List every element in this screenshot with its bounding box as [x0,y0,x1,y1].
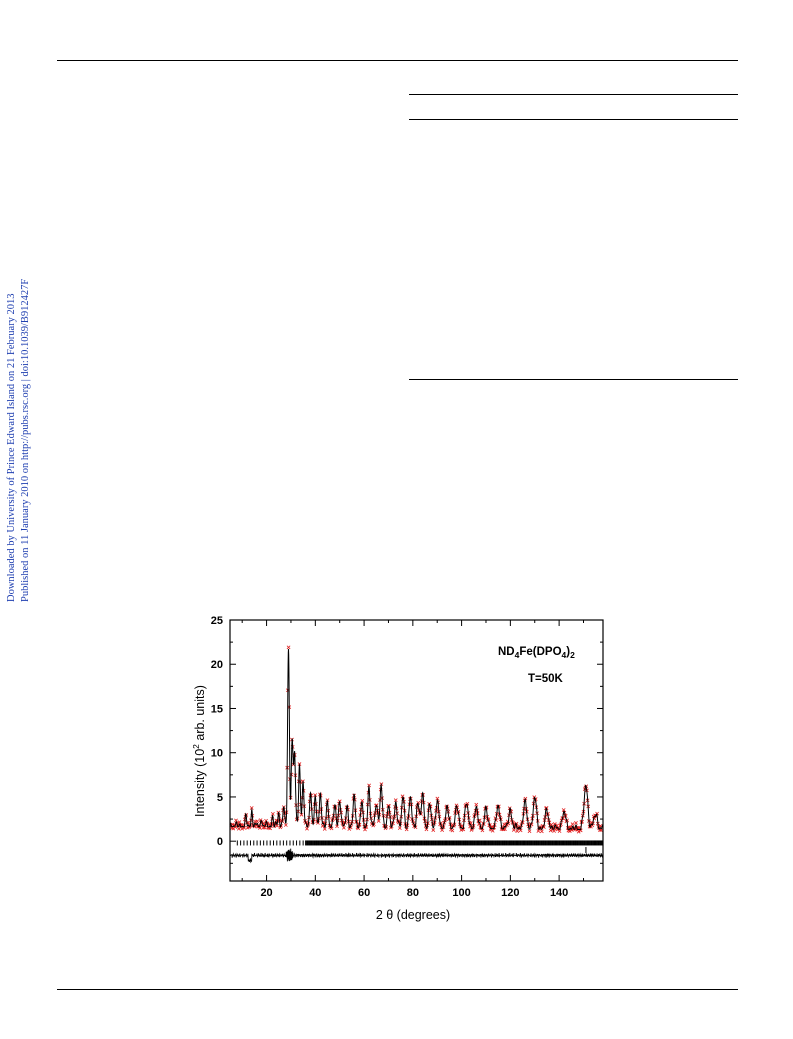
observed-point [262,825,267,830]
reflection-markers [236,840,604,854]
table-top-rule [409,94,738,95]
axes-layer: 20 40 60 80 100 120 140 0 5 10 15 20 25 [211,615,604,899]
download-notice-line-1[interactable]: Downloaded by University of Prince Edwar… [6,293,17,602]
download-notice-line-2[interactable]: Published on 11 January 2010 on http://p… [20,279,31,602]
observed-point [283,823,288,827]
plot-layer [229,645,604,864]
y-axis-label-part: arb. units) [193,685,207,744]
observed-point [237,820,242,824]
observed-point [548,828,553,833]
calculated-line [229,648,604,830]
y-tick-label: 10 [211,748,223,760]
difference-line [229,848,604,864]
x-tick-label: 60 [358,887,370,899]
observed-point [567,829,572,834]
observed-point [490,828,495,833]
observed-point [397,826,402,830]
observed-point [286,645,291,650]
observed-point [356,826,361,831]
y-tick-label: 15 [211,703,223,715]
observed-point [360,798,365,803]
observed-point [431,828,436,832]
y-axis-label-superscript: 2 [191,744,201,749]
observed-point [474,802,479,807]
observed-point [301,779,305,784]
observed-point [450,828,455,833]
y-axis-label-part: Intensity (10 [193,749,207,817]
observed-point [270,812,275,816]
page-footer-rule [57,989,738,990]
observed-point [424,827,429,832]
observed-point [539,829,544,834]
table-bottom-rule [409,379,738,380]
x-tick-label: 100 [452,887,470,899]
page-header-rule [57,60,738,61]
observed-point [322,827,327,831]
observed-point [393,798,398,803]
chart-title-part: ND [498,646,515,658]
observed-point [255,819,260,824]
chart-title-part: ) [566,646,570,658]
table-header-rule [409,119,738,120]
observed-point [435,796,440,801]
chart-title-subscript: 2 [570,650,575,660]
x-tick-label: 120 [501,887,519,899]
y-tick-label: 5 [217,792,223,804]
chart-title-subscript: 4 [562,650,567,660]
observed-point [511,828,516,832]
observed-point [335,824,339,829]
observed-point [234,818,238,823]
observed-point [341,825,346,830]
observed-point [348,825,353,830]
observed-point [363,827,367,832]
observed-point [599,828,604,832]
chart-title: ND4Fe(DPO4)2 [498,646,575,660]
download-notice: Downloaded by University of Prince Edwar… [6,279,31,602]
x-tick-label: 40 [309,887,321,899]
observed-point [557,829,562,834]
observed-point [561,808,566,812]
chart-title-subscript: 4 [515,650,520,660]
observed-point [367,783,371,788]
observed-point [527,829,532,834]
y-tick-label: 20 [211,659,223,671]
observed-point [305,826,309,831]
x-axis-label: 2 θ (degrees) [376,908,450,922]
x-tick-label: 140 [550,887,568,899]
observed-point [574,821,578,825]
observed-point [275,823,279,828]
observed-point [249,806,254,810]
observed-point [518,828,523,833]
observed-point [299,812,304,817]
y-tick-label: 0 [217,836,223,848]
observed-point [376,819,381,823]
x-tick-label: 80 [407,887,419,899]
observed-point [440,828,445,832]
chart-title-part: Fe(DPO [519,646,561,658]
x-tick-label: 20 [260,887,272,899]
plot-frame [229,619,604,882]
chart-subtitle: T=50K [528,673,564,685]
observed-point [480,828,485,833]
y-tick-label: 25 [211,615,223,627]
y-axis-label: Intensity (102 arb. units) [191,685,207,817]
observed-point [570,822,575,827]
